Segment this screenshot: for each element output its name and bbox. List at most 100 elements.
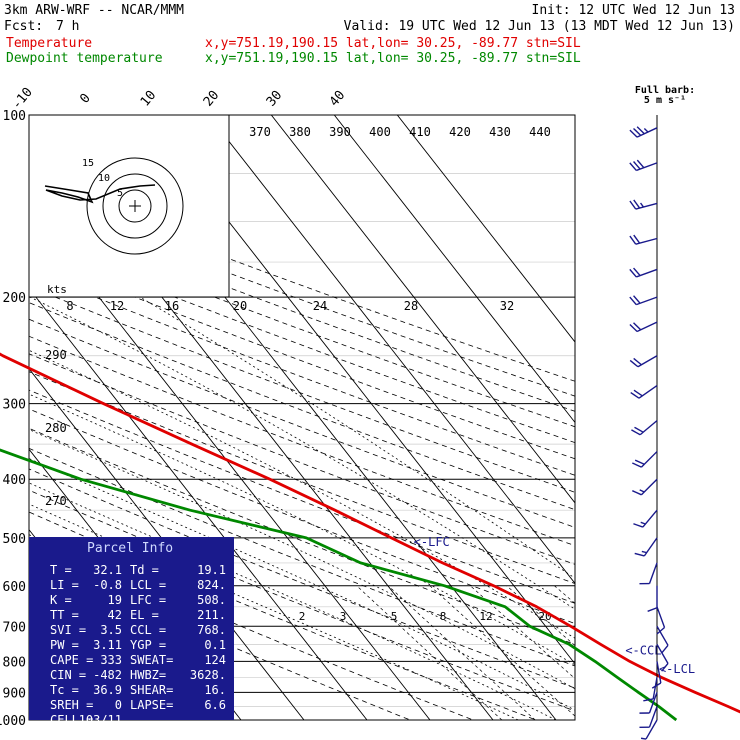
barb-flag xyxy=(634,459,645,465)
theta-label: 390 xyxy=(329,125,351,139)
moist-adiabat-0 xyxy=(29,482,557,720)
isotherm-40 xyxy=(333,115,575,424)
barb-half-flag xyxy=(640,737,647,740)
isotherm-label: 0 xyxy=(77,91,94,107)
parcel-info-cell: CCL = xyxy=(130,623,166,637)
parcel-info-cell: 19.1 xyxy=(197,563,226,577)
barb-flag xyxy=(633,389,643,397)
barb-flag xyxy=(647,607,658,612)
theta-label: 440 xyxy=(529,125,551,139)
theta-low-label: 290 xyxy=(45,348,67,362)
pressure-label-400: 400 xyxy=(3,473,26,488)
wind-barb-500 xyxy=(634,537,658,557)
pressure-label-900: 900 xyxy=(3,686,26,701)
isotherm-label: 10 xyxy=(138,88,160,110)
barb-flag xyxy=(633,161,641,170)
wind-barb-1000 xyxy=(640,719,658,740)
dewpoint-profile xyxy=(0,448,678,722)
wind-barb-450 xyxy=(633,509,658,528)
barb-flag xyxy=(629,129,638,138)
barb-flag xyxy=(629,359,639,368)
theta-label: 420 xyxy=(449,125,471,139)
parcel-info-cell: -0.8 xyxy=(93,578,122,592)
theta-low-label: 270 xyxy=(45,494,67,508)
temperature-profile xyxy=(0,352,740,714)
temperature-location: x,y=751.19,190.15 lat,lon= 30.25, -89.77… xyxy=(205,36,581,51)
hodograph-ring-15 xyxy=(86,157,184,255)
mixing-ratio-3 xyxy=(387,585,536,720)
barb-flag xyxy=(633,523,644,528)
barb-flag xyxy=(629,235,637,245)
barb-half-flag xyxy=(643,128,649,133)
barb-flag xyxy=(633,322,642,331)
temperature-legend: Temperature xyxy=(6,36,92,51)
parcel-info-cell: T = xyxy=(50,563,72,577)
isotherm-label: 20 xyxy=(201,88,223,110)
barb-flag xyxy=(629,268,637,278)
barb-flag xyxy=(633,357,642,366)
wind-barb-140 xyxy=(629,199,658,210)
parcel-info-cell: 124 xyxy=(204,653,226,667)
barb-flag xyxy=(629,323,638,332)
thetae-label: 32 xyxy=(500,299,514,313)
forecast-label: Fcst: xyxy=(4,19,43,34)
isotherm--30 xyxy=(29,287,368,720)
barb-half-flag xyxy=(639,202,645,208)
wind-barb-850 xyxy=(643,677,658,702)
barb-flag xyxy=(661,663,669,672)
parcel-info-cell: 824. xyxy=(197,578,226,592)
parcel-info-cell: SREH = xyxy=(50,698,93,712)
barb-flag xyxy=(629,200,637,210)
theta-low-label: 280 xyxy=(45,421,67,435)
mixing-ratio-8 xyxy=(470,585,575,680)
wind-barb-250 xyxy=(629,355,658,368)
barb-flag xyxy=(636,126,645,135)
parcel-info-cell: CIN = xyxy=(50,668,86,682)
hodograph: 5 10 15 kts xyxy=(28,114,230,298)
wind-barb-160 xyxy=(629,234,658,245)
barb-flag xyxy=(651,682,662,689)
wind-barbs xyxy=(629,115,669,740)
parcel-info-cell: 0.1 xyxy=(204,638,226,652)
wind-barb-950 xyxy=(639,706,658,729)
barb-flag xyxy=(661,644,669,654)
isotherm-label: 30 xyxy=(264,88,286,110)
barb-staff xyxy=(648,692,658,714)
dry-adiabat-320 xyxy=(29,408,575,625)
parcel-info-cell: K = xyxy=(50,593,72,607)
barb-flag xyxy=(632,490,642,496)
hodograph-ring-label-15: 15 xyxy=(82,158,94,169)
parcel-info-cell: 3.5 xyxy=(100,623,122,637)
wind-barb-320 xyxy=(631,420,658,436)
hodograph-ring-label-5: 5 xyxy=(117,188,123,199)
barb-flag xyxy=(629,162,637,171)
barb-flag xyxy=(643,698,654,702)
theta-label: 400 xyxy=(369,125,391,139)
pressure-label-1000: 1000 xyxy=(0,714,26,729)
parcel-info-cell: LAPSE= xyxy=(130,698,173,712)
annotation-lfc: <-LFC xyxy=(414,535,450,549)
parcel-info-cell: 333 xyxy=(100,653,122,667)
parcel-info-cell: Tc = xyxy=(50,683,79,697)
parcel-info-cell: 36.9 xyxy=(93,683,122,697)
wind-barb-900 xyxy=(639,692,658,714)
pressure-label-700: 700 xyxy=(3,620,26,635)
parcel-info-cell: SWEAT= xyxy=(130,653,173,667)
barb-staff xyxy=(656,644,669,664)
wind-barb-180 xyxy=(629,267,658,278)
parcel-info-panel: Parcel Info T = 32.1 Td = 19.1 LI = -0.8 LCL =… xyxy=(29,537,234,727)
hodograph-units: kts xyxy=(47,283,67,296)
barb-staff xyxy=(656,625,669,646)
barb-staff xyxy=(648,562,658,584)
parcel-info-cell: 211. xyxy=(197,608,226,622)
parcel-info-cell: 508. xyxy=(197,593,226,607)
wind-barb-220 xyxy=(629,321,658,333)
level-annotations: <-EL<-LFC<-CCL<-LCL xyxy=(414,535,695,676)
wind-barb-550 xyxy=(639,562,658,585)
mixing-ratio-label: 8 xyxy=(440,610,447,623)
annotation-ccl: <-CCL xyxy=(625,644,661,658)
barb-flag xyxy=(633,295,641,304)
parcel-info-cell: 32.1 xyxy=(93,563,122,577)
valid-time: Valid: 19 UTC Wed 12 Jun 13 (13 MDT Wed … xyxy=(344,19,735,34)
